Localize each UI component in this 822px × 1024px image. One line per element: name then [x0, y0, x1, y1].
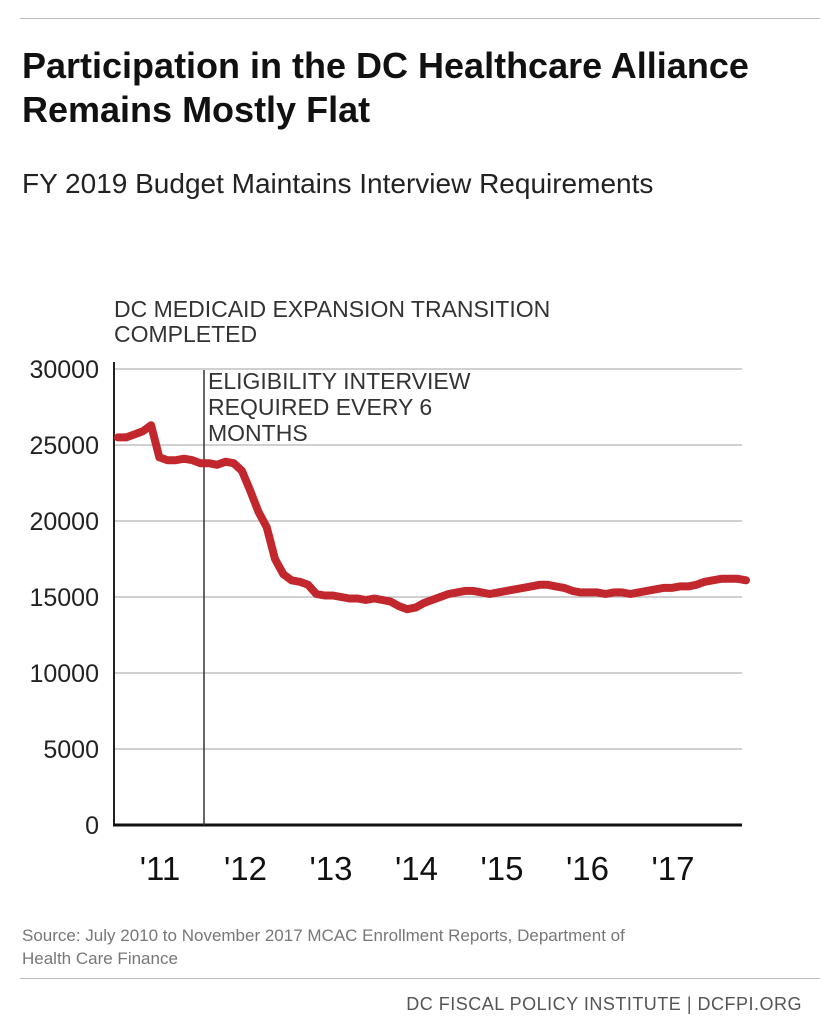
y-tick-label: 15000 — [29, 584, 99, 612]
source-line-2: Health Care Finance — [22, 949, 178, 968]
x-tick-label: '11 — [140, 850, 181, 887]
y-tick-label: 0 — [85, 812, 99, 840]
x-tick-label: '16 — [566, 850, 609, 887]
line-chart: 0 5000 10000 15000 20000 25000 30000 '11 '12 '13… — [29, 296, 750, 887]
annotation-expansion-line-2: COMPLETED — [114, 321, 257, 347]
gridlines — [114, 368, 742, 750]
y-tick-label: 25000 — [29, 432, 99, 460]
x-tick-label: '12 — [224, 850, 267, 887]
annotation-interview-line-2: REQUIRED EVERY 6 — [208, 394, 432, 420]
y-axis-labels: 0 5000 10000 15000 20000 25000 30000 — [29, 356, 99, 840]
footer-credit: DC FISCAL POLICY INSTITUTE | DCFPI.ORG — [406, 994, 802, 1014]
y-tick-label: 10000 — [29, 660, 99, 688]
top-rule — [20, 18, 820, 19]
page-subtitle: FY 2019 Budget Maintains Interview Requi… — [22, 168, 654, 199]
title-line-2: Remains Mostly Flat — [22, 89, 371, 130]
series-line — [114, 421, 750, 614]
x-tick-label: '15 — [480, 850, 523, 887]
x-tick-label: '17 — [651, 850, 694, 887]
bottom-rule — [20, 978, 820, 979]
y-tick-label: 30000 — [29, 356, 99, 384]
source-line-1: Source: July 2010 to November 2017 MCAC … — [22, 926, 625, 945]
page-title: Participation in the DC Healthcare Allia… — [22, 44, 822, 132]
title-line-1: Participation in the DC Healthcare Allia… — [22, 45, 749, 86]
y-tick-label: 20000 — [29, 508, 99, 536]
x-tick-label: '13 — [309, 850, 352, 887]
annotation-interview-line-1: ELIGIBILITY INTERVIEW — [208, 368, 471, 394]
y-tick-label: 5000 — [43, 736, 99, 764]
annotation-expansion-line-1: DC MEDICAID EXPANSION TRANSITION — [114, 296, 550, 322]
source-note: Source: July 2010 to November 2017 MCAC … — [22, 924, 782, 970]
x-tick-label: '14 — [395, 850, 438, 887]
x-axis-labels: '11 '12 '13 '14 '15 '16 '17 — [140, 850, 695, 887]
annotation-interview-line-3: MONTHS — [208, 420, 308, 446]
